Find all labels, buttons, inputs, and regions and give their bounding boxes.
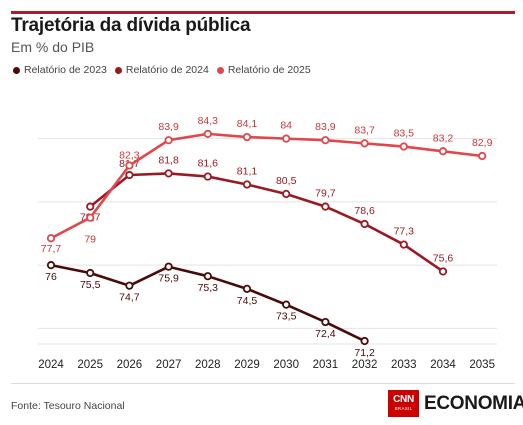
- x-tick-label: 2035: [469, 359, 495, 371]
- data-point: [438, 267, 448, 276]
- x-tick-label: 2025: [77, 359, 103, 371]
- data-label: 83,9: [158, 121, 179, 133]
- data-label: 74,7: [119, 292, 140, 304]
- data-label: 75,9: [158, 273, 179, 285]
- data-point: [438, 147, 448, 156]
- x-tick-label: 2031: [313, 359, 339, 371]
- data-point: [242, 180, 252, 189]
- legend-label-2023: Relatório de 2023: [24, 64, 107, 76]
- data-label: 80,5: [276, 175, 297, 187]
- data-point: [164, 136, 173, 145]
- data-label: 77,3: [394, 226, 415, 238]
- data-point: [203, 272, 212, 281]
- data-label: 81,6: [198, 158, 219, 170]
- data-label: 75,5: [80, 279, 101, 291]
- legend-item-2025: Relatório de 2025: [216, 64, 311, 76]
- data-point: [360, 336, 369, 346]
- x-tick-label: 2032: [352, 359, 378, 371]
- data-point: [46, 234, 56, 243]
- cnn-logo-text: CNN: [393, 394, 414, 406]
- data-label: 79: [84, 234, 96, 246]
- data-point: [164, 262, 173, 271]
- chart-title: Trajetória da dívida pública: [11, 15, 251, 36]
- data-point: [86, 213, 95, 222]
- data-point: [125, 281, 134, 290]
- source-note: Fonte: Tesouro Nacional: [11, 400, 125, 412]
- data-point: [125, 161, 134, 170]
- data-label: 72,4: [315, 328, 336, 340]
- x-tick-label: 2024: [38, 359, 64, 371]
- data-label: 71,2: [354, 347, 375, 359]
- data-label: 77,7: [41, 243, 62, 255]
- x-tick-label: 2030: [273, 359, 299, 371]
- brand-logo: CNN BRASIL ECONOMIA: [388, 390, 523, 417]
- legend-swatch-2023: [13, 66, 20, 74]
- legend-item-2023: Relatório de 2023: [13, 64, 107, 76]
- data-point: [242, 132, 252, 142]
- x-tick-label: 2026: [117, 359, 143, 371]
- data-label: 82,3: [119, 150, 140, 162]
- data-point: [478, 151, 487, 161]
- x-tick-label: 2033: [391, 359, 417, 371]
- legend: Relatório de 2023 Relatório de 2024 Rela…: [13, 64, 311, 76]
- data-point: [360, 139, 369, 148]
- data-point: [242, 284, 252, 293]
- data-point: [282, 134, 291, 143]
- data-point: [86, 202, 95, 211]
- data-label: 81,8: [158, 154, 179, 166]
- data-point: [282, 189, 291, 199]
- legend-label-2024: Relatório de 2024: [125, 64, 209, 76]
- data-label: 73,5: [276, 311, 297, 323]
- data-label: 79,7: [315, 188, 336, 200]
- data-point: [282, 300, 291, 309]
- series-line: [88, 172, 445, 273]
- chart-subtitle: Em % do PIB: [11, 39, 95, 55]
- data-point: [321, 202, 330, 211]
- cnn-logo-subtext: BRASIL: [394, 406, 413, 412]
- data-point: [321, 136, 330, 145]
- data-label: 84: [280, 120, 292, 132]
- data-label: 75,6: [433, 252, 454, 264]
- data-label: 83,7: [354, 124, 375, 136]
- top-rule: [11, 11, 515, 14]
- data-point: [125, 170, 134, 180]
- data-point: [203, 172, 212, 181]
- data-point: [399, 240, 408, 249]
- legend-item-2024: Relatório de 2024: [114, 64, 209, 76]
- data-label: 75,3: [198, 282, 219, 294]
- economia-wordmark: ECONOMIA: [424, 392, 523, 414]
- x-tick-label: 2029: [234, 359, 260, 371]
- data-label: 83,5: [394, 128, 415, 140]
- data-label: 84,3: [198, 115, 219, 127]
- data-point: [46, 261, 56, 270]
- x-tick-label: 2034: [430, 359, 456, 371]
- data-point: [164, 169, 173, 178]
- data-point: [321, 317, 330, 327]
- data-label: 78,6: [354, 205, 375, 217]
- data-point: [399, 142, 408, 151]
- data-label: 84,1: [237, 118, 258, 130]
- data-label: 83,2: [433, 132, 454, 144]
- x-tick-label: 2028: [195, 359, 221, 371]
- data-label: 74,5: [237, 295, 258, 307]
- cnn-logo: CNN BRASIL: [388, 390, 419, 417]
- legend-swatch-2025: [216, 66, 224, 74]
- legend-swatch-2024: [114, 66, 122, 74]
- legend-label-2025: Relatório de 2025: [227, 64, 311, 76]
- data-point: [360, 219, 369, 229]
- bottom-rule: [11, 383, 515, 384]
- data-label: 83,9: [315, 121, 336, 133]
- data-point: [86, 268, 95, 278]
- data-label: 81,1: [237, 165, 258, 177]
- data-label: 76: [45, 271, 57, 283]
- data-point: [203, 129, 212, 138]
- x-tick-label: 2027: [156, 359, 182, 371]
- series-line: [49, 132, 484, 240]
- data-label: 82,9: [472, 137, 493, 149]
